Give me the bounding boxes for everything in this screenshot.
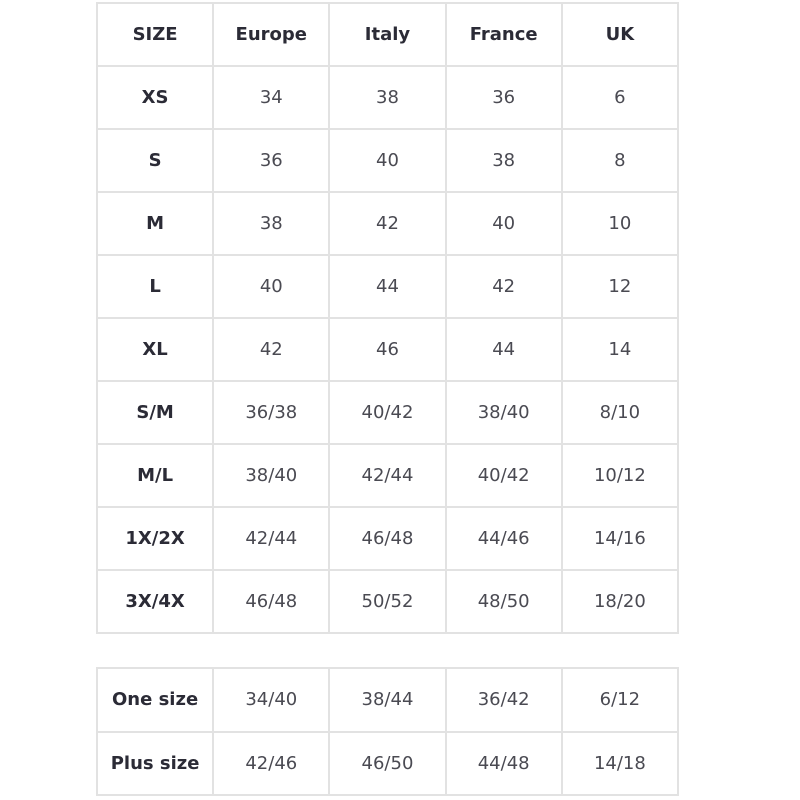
size-value-cell: 38/40 (212, 443, 331, 508)
size-value-cell: 40/42 (328, 380, 447, 445)
size-value-cell: 48/50 (444, 569, 563, 634)
size-value-cell: 44 (328, 254, 447, 319)
size-value-cell: 14/18 (560, 730, 680, 796)
size-value-cell: 42/44 (212, 506, 331, 571)
size-value-cell: 8 (560, 128, 680, 193)
size-label-cell: S/M (95, 380, 215, 445)
table-row: S 36 40 38 8 (95, 128, 680, 193)
size-label-cell: M (95, 191, 215, 256)
size-value-cell: 36/38 (212, 380, 331, 445)
header-cell: UK (560, 2, 680, 67)
size-value-cell: 46/50 (328, 730, 447, 796)
size-value-cell: 38 (212, 191, 331, 256)
size-value-cell: 36 (444, 65, 563, 130)
size-value-cell: 44/48 (444, 730, 563, 796)
size-label-cell: 3X/4X (95, 569, 215, 634)
header-row: SIZE Europe Italy France UK (95, 2, 680, 67)
special-sizes-table: One size 34/40 38/44 36/42 6/12 Plus size 42/4… (95, 667, 680, 796)
size-value-cell: 40 (444, 191, 563, 256)
size-value-cell: 46/48 (212, 569, 331, 634)
size-value-cell: 42 (328, 191, 447, 256)
size-value-cell: 38/44 (328, 667, 447, 733)
size-value-cell: 46 (328, 317, 447, 382)
size-label-cell: XL (95, 317, 215, 382)
size-value-cell: 6/12 (560, 667, 680, 733)
size-value-cell: 14 (560, 317, 680, 382)
size-value-cell: 42 (444, 254, 563, 319)
size-value-cell: 46/48 (328, 506, 447, 571)
table-row: 1X/2X 42/44 46/48 44/46 14/16 (95, 506, 680, 571)
size-value-cell: 14/16 (560, 506, 680, 571)
size-value-cell: 50/52 (328, 569, 447, 634)
size-value-cell: 34/40 (212, 667, 331, 733)
size-value-cell: 40 (212, 254, 331, 319)
size-value-cell: 18/20 (560, 569, 680, 634)
table-row: 3X/4X 46/48 50/52 48/50 18/20 (95, 569, 680, 634)
header-cell: Italy (328, 2, 447, 67)
size-value-cell: 10 (560, 191, 680, 256)
size-value-cell: 44 (444, 317, 563, 382)
size-value-cell: 38/40 (444, 380, 563, 445)
size-label-cell: XS (95, 65, 215, 130)
size-label-cell: M/L (95, 443, 215, 508)
size-value-cell: 40 (328, 128, 447, 193)
size-value-cell: 40/42 (444, 443, 563, 508)
size-value-cell: 8/10 (560, 380, 680, 445)
table-row: L 40 44 42 12 (95, 254, 680, 319)
size-chart-table: SIZE Europe Italy France UK XS 34 38 36 6 S 36… (95, 2, 680, 634)
size-label-cell: Plus size (95, 730, 215, 796)
size-value-cell: 38 (328, 65, 447, 130)
size-value-cell: 36/42 (444, 667, 563, 733)
table-row: M/L 38/40 42/44 40/42 10/12 (95, 443, 680, 508)
size-label-cell: L (95, 254, 215, 319)
size-value-cell: 42/46 (212, 730, 331, 796)
table-row: S/M 36/38 40/42 38/40 8/10 (95, 380, 680, 445)
size-value-cell: 10/12 (560, 443, 680, 508)
size-value-cell: 6 (560, 65, 680, 130)
size-value-cell: 42/44 (328, 443, 447, 508)
size-value-cell: 12 (560, 254, 680, 319)
table-row: M 38 42 40 10 (95, 191, 680, 256)
size-value-cell: 36 (212, 128, 331, 193)
size-value-cell: 42 (212, 317, 331, 382)
size-label-cell: S (95, 128, 215, 193)
size-label-cell: 1X/2X (95, 506, 215, 571)
size-value-cell: 44/46 (444, 506, 563, 571)
header-cell: France (444, 2, 563, 67)
table-row: One size 34/40 38/44 36/42 6/12 (95, 667, 680, 733)
table-row: XL 42 46 44 14 (95, 317, 680, 382)
table-row: XS 34 38 36 6 (95, 65, 680, 130)
header-cell: SIZE (95, 2, 215, 67)
size-value-cell: 34 (212, 65, 331, 130)
header-cell: Europe (212, 2, 331, 67)
size-label-cell: One size (95, 667, 215, 733)
size-value-cell: 38 (444, 128, 563, 193)
table-row: Plus size 42/46 46/50 44/48 14/18 (95, 730, 680, 796)
